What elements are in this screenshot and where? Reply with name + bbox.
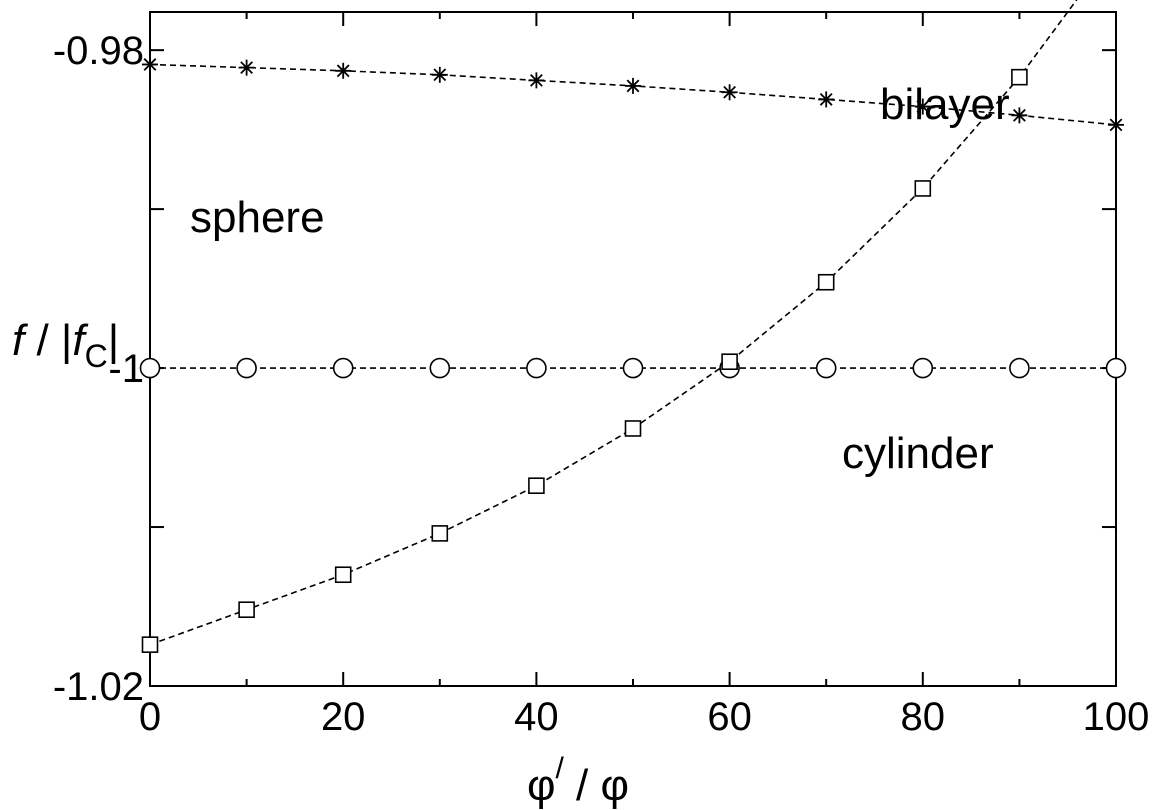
data-point-bilayer [334, 566, 352, 584]
x-tick-label: 0 [139, 695, 161, 739]
y-axis-title: f / |fC| [12, 316, 119, 374]
data-point-bilayer [914, 180, 932, 197]
data-point-sphere [528, 72, 545, 89]
y-axis-title-sub: C [85, 338, 108, 374]
series-bilayer [141, 0, 1078, 653]
y-axis-title-mid: / | [24, 316, 72, 365]
series-label-sphere: sphere [190, 193, 325, 242]
data-point-cylinder [815, 357, 837, 379]
data-point-bilayer [1011, 68, 1028, 86]
data-point-bilayer [624, 420, 642, 437]
y-tick-label: -1.02 [53, 665, 144, 709]
y-axis-title-end: | [108, 316, 119, 365]
data-point-cylinder [332, 357, 354, 379]
data-point-sphere [431, 66, 448, 83]
y-tick-label: -0.98 [53, 29, 144, 73]
data-point-sphere [818, 91, 835, 108]
data-point-cylinder [429, 357, 451, 379]
x-tick-label: 20 [321, 695, 366, 739]
y-tick-label: -1 [108, 347, 144, 391]
data-point-bilayer [721, 353, 738, 371]
x-tick-label: 80 [901, 695, 946, 739]
data-point-sphere [238, 59, 255, 76]
data-point-cylinder [526, 357, 547, 379]
x-tick-label: 60 [707, 695, 752, 739]
series-sphere [142, 56, 1124, 133]
series-labels: sphere cylinder bilayer [190, 80, 1010, 478]
data-point-sphere [142, 56, 158, 73]
x-axis-title-rest: / φ [564, 761, 629, 810]
data-point-bilayer [528, 477, 545, 495]
series-lines [139, 0, 1127, 653]
series-label-bilayer: bilayer [880, 80, 1010, 129]
data-point-cylinder [622, 357, 644, 379]
x-axis-title-prime: / [555, 752, 564, 785]
data-point-bilayer [817, 273, 835, 291]
data-point-cylinder [912, 357, 934, 379]
data-point-cylinder [236, 357, 257, 379]
axis-ticks: 0 20 40 60 80 100 -1.02 -1 -0.98 [53, 12, 1150, 739]
series-label-cylinder: cylinder [842, 429, 994, 478]
data-point-cylinder [139, 357, 161, 379]
data-point-bilayer [141, 636, 159, 653]
data-point-sphere [1108, 116, 1124, 133]
data-point-cylinder [1105, 357, 1127, 379]
data-point-sphere [335, 62, 352, 79]
x-axis-title: φ/ / φ [527, 752, 629, 810]
x-axis-title-phi: φ [527, 761, 556, 810]
x-tick-label: 40 [514, 695, 559, 739]
data-point-sphere [1011, 107, 1028, 124]
data-point-sphere [625, 77, 641, 94]
data-point-sphere [914, 98, 931, 115]
data-point-cylinder [1009, 357, 1030, 379]
data-point-bilayer [431, 525, 449, 542]
data-point-bilayer [238, 601, 255, 618]
data-point-sphere [721, 84, 738, 101]
series-cylinder [139, 357, 1127, 379]
x-tick-label: 100 [1083, 695, 1150, 739]
